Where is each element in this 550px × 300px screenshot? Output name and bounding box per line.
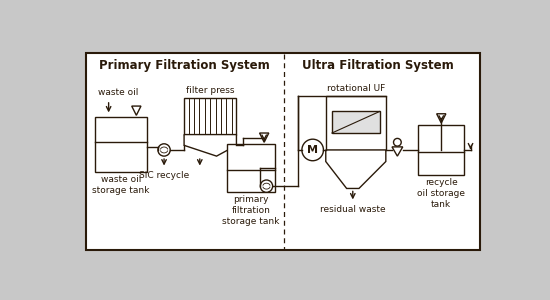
Circle shape bbox=[393, 138, 402, 146]
Text: Ultra Filtration System: Ultra Filtration System bbox=[302, 59, 454, 72]
Text: filter press: filter press bbox=[186, 85, 234, 94]
Polygon shape bbox=[392, 147, 403, 156]
Text: primary
filtration
storage tank: primary filtration storage tank bbox=[222, 195, 280, 226]
Bar bbox=[184, 98, 236, 135]
Text: Primary Filtration System: Primary Filtration System bbox=[98, 59, 270, 72]
Bar bbox=[418, 124, 464, 175]
Circle shape bbox=[260, 180, 273, 192]
Circle shape bbox=[302, 139, 323, 161]
Text: residual waste: residual waste bbox=[320, 206, 386, 214]
Text: SiC recycle: SiC recycle bbox=[139, 171, 189, 180]
Polygon shape bbox=[260, 133, 269, 142]
Circle shape bbox=[158, 144, 170, 156]
Bar bbox=[326, 96, 386, 150]
Polygon shape bbox=[326, 150, 386, 188]
Bar bbox=[227, 144, 275, 191]
Text: recycle
oil storage
tank: recycle oil storage tank bbox=[417, 178, 465, 209]
Polygon shape bbox=[132, 106, 141, 115]
Text: rotational UF: rotational UF bbox=[327, 84, 385, 93]
Bar bbox=[95, 117, 147, 172]
Bar bbox=[332, 112, 380, 133]
Polygon shape bbox=[184, 135, 236, 156]
Polygon shape bbox=[437, 114, 446, 123]
Text: M: M bbox=[307, 145, 318, 155]
Text: waste oil: waste oil bbox=[98, 88, 138, 97]
Bar bbox=[86, 53, 480, 250]
Text: waste oil
storage tank: waste oil storage tank bbox=[92, 176, 150, 196]
